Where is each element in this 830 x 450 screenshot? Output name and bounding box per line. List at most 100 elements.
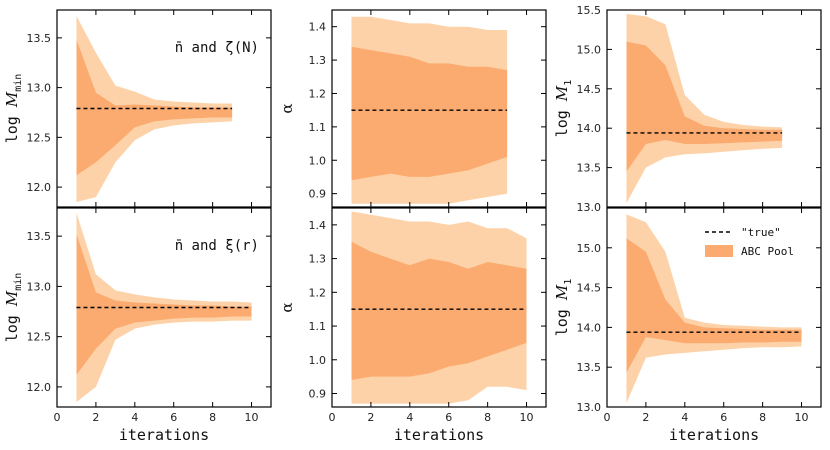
y-tick-label: 14.0 [577, 122, 602, 135]
x-axis-label: iterations [119, 426, 209, 444]
panel-top-left: 12.0 12.5 13.0 13.5 log Mmin n̄ and ζ(N) [3, 9, 272, 208]
x-tick-label: 2 [92, 411, 99, 424]
x-tick-label: 8 [209, 411, 216, 424]
x-tick-label: 8 [759, 411, 766, 424]
y-tick-label: 15.0 [577, 242, 602, 255]
abc-pool-inner-band [351, 241, 527, 380]
y-tick-label: 1.0 [309, 354, 327, 367]
y-axis-label: log M1 [553, 279, 574, 337]
x-tick-label: 0 [604, 411, 611, 424]
x-tick-label: 10 [795, 411, 809, 424]
axes-frame [331, 9, 547, 208]
y-tick-label: 12.0 [27, 181, 52, 194]
y-tick-label: 0.9 [309, 388, 327, 401]
y-label-main: log [3, 306, 21, 342]
y-tick-label: 13.5 [27, 32, 52, 45]
y-tick-label: 13.5 [577, 162, 602, 175]
y-axis-label: α [278, 302, 296, 312]
y-tick-label: 1.1 [309, 320, 327, 333]
y-tick-label: 12.5 [27, 131, 52, 144]
axes-frame [56, 207, 272, 408]
x-tick-label: 6 [445, 411, 452, 424]
abc-pool-inner-band [626, 41, 783, 172]
axes-frame [56, 9, 272, 208]
y-label-script: M [553, 284, 571, 301]
legend-true-label: "true" [741, 226, 781, 239]
y-tick-label: 1.1 [309, 121, 327, 134]
x-tick-label: 4 [406, 411, 413, 424]
abc-pool-inner-band [76, 234, 252, 375]
panel-top-right: 13.0 13.5 14.0 14.5 15.0 15.5 log M1 [553, 4, 822, 214]
y-axis-label: α [278, 103, 296, 113]
x-tick-label: 8 [484, 411, 491, 424]
y-label-script: M [553, 85, 571, 102]
y-label-subscript: min [13, 273, 24, 291]
abc-pool-inner-band [76, 39, 233, 176]
y-tick-label: 14.5 [577, 282, 602, 295]
plot-area [76, 16, 233, 202]
y-axis-label: log Mmin [3, 273, 24, 343]
axes-frame [606, 9, 822, 208]
y-tick-label: 12.5 [27, 331, 52, 344]
y-tick-label: 15.5 [577, 4, 602, 17]
x-tick-label: 0 [329, 411, 336, 424]
plot-area [351, 211, 527, 404]
panel-bottom-left: 12.0 12.5 13.0 13.5 0 2 4 6 8 10 iterations log Mmi… [3, 207, 272, 444]
y-axis-label: log M1 [553, 80, 574, 138]
y-label-main: log [3, 107, 21, 143]
panel-bottom-middle: 0.9 1.0 1.1 1.2 1.3 1.4 0 2 4 6 8 10 iterations α [278, 207, 547, 444]
legend-pool-swatch [705, 245, 733, 257]
legend: "true" ABC Pool [705, 226, 794, 258]
y-tick-label: 1.4 [309, 21, 327, 34]
y-tick-label: 13.0 [577, 401, 602, 414]
y-label-main: α [278, 103, 296, 113]
x-axis-label: iterations [669, 426, 759, 444]
axes-frame [606, 207, 822, 408]
y-tick-label: 13.0 [27, 280, 52, 293]
panel-annotation: n̄ and ζ(N) [175, 40, 259, 56]
y-tick-label: 14.5 [577, 83, 602, 96]
y-tick-label: 13.5 [577, 361, 602, 374]
x-tick-label: 6 [720, 411, 727, 424]
x-tick-label: 4 [131, 411, 138, 424]
x-tick-label: 2 [367, 411, 374, 424]
plot-area [626, 214, 802, 403]
y-tick-label: 1.2 [309, 87, 327, 100]
y-label-script: M [3, 91, 21, 108]
x-axis-label: iterations [394, 426, 484, 444]
y-label-subscript: min [13, 74, 24, 92]
plot-area [351, 16, 508, 204]
y-tick-label: 12.0 [27, 381, 52, 394]
y-tick-label: 13.0 [577, 201, 602, 214]
y-label-main: log [553, 300, 571, 336]
panel-bottom-right: 13.0 13.5 14.0 14.5 15.0 0 2 4 6 8 10 iterations log… [553, 207, 822, 444]
y-tick-label: 1.0 [309, 154, 327, 167]
plot-area [626, 13, 783, 204]
y-label-main: log [553, 101, 571, 137]
panel-top-middle: 0.9 1.0 1.1 1.2 1.3 1.4 α [278, 9, 547, 208]
axes-frame [331, 207, 547, 408]
y-axis-label: log Mmin [3, 74, 24, 144]
panel-annotation: n̄ and ξ(r) [175, 238, 259, 254]
y-label-main: α [278, 302, 296, 312]
legend-pool-label: ABC Pool [741, 245, 794, 258]
x-tick-label: 0 [54, 411, 61, 424]
y-tick-label: 13.0 [27, 82, 52, 95]
plot-area [76, 213, 252, 402]
y-tick-label: 15.0 [577, 43, 602, 56]
abc-pool-inner-band [626, 238, 802, 373]
abc-pool-inner-band [351, 46, 508, 181]
y-tick-label: 14.0 [577, 321, 602, 334]
x-tick-label: 2 [642, 411, 649, 424]
y-tick-label: 1.2 [309, 286, 327, 299]
y-label-script: M [3, 290, 21, 307]
x-tick-label: 4 [681, 411, 688, 424]
x-tick-label: 6 [170, 411, 177, 424]
x-tick-label: 10 [520, 411, 534, 424]
y-tick-label: 1.3 [309, 54, 327, 67]
y-tick-label: 1.3 [309, 253, 327, 266]
y-tick-label: 1.4 [309, 219, 327, 232]
x-tick-label: 10 [245, 411, 259, 424]
y-label-subscript: 1 [563, 279, 574, 285]
